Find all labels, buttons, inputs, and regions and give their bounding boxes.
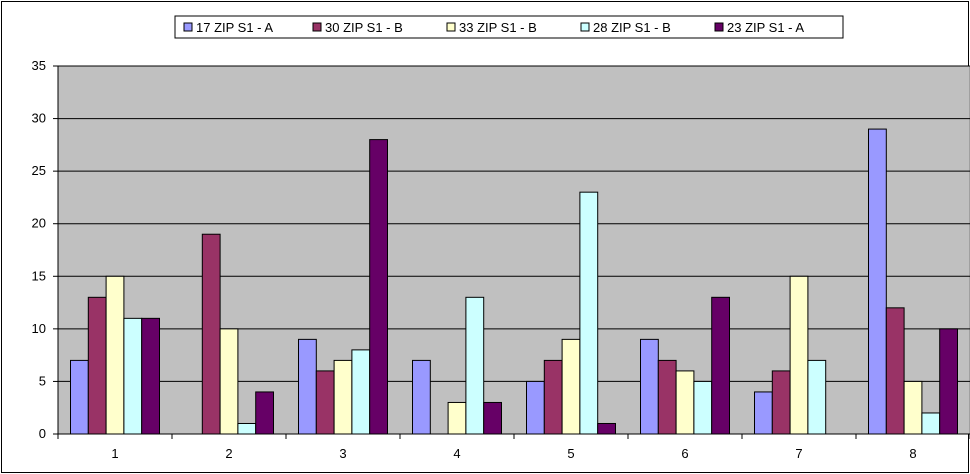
legend-swatch — [183, 22, 193, 32]
bar — [807, 359, 827, 435]
legend: 17 ZIP S1 - A 30 ZIP S1 - B 33 ZIP S1 - B 2… — [174, 15, 844, 39]
y-tick-label: 10 — [32, 321, 46, 336]
bar — [333, 359, 353, 435]
bar — [201, 233, 221, 435]
bar — [789, 275, 809, 435]
bar — [579, 191, 599, 435]
legend-label: 17 ZIP S1 - A — [196, 20, 273, 35]
bar — [141, 317, 160, 435]
y-tick-label: 20 — [32, 216, 46, 231]
y-tick-label: 5 — [39, 373, 46, 388]
x-tick-label: 7 — [795, 446, 802, 461]
y-tick-label: 25 — [32, 163, 46, 178]
bar — [675, 370, 695, 435]
bar — [939, 328, 959, 435]
bar — [640, 338, 659, 435]
bar — [903, 380, 923, 435]
legend-label: 23 ZIP S1 - A — [727, 20, 804, 35]
x-axis: 1 2 3 4 5 6 7 8 — [57, 433, 970, 461]
bars-group — [70, 128, 959, 435]
bar — [693, 380, 713, 435]
x-tick-label: 8 — [909, 446, 916, 461]
x-tick-label: 1 — [111, 446, 118, 461]
bar — [123, 317, 143, 435]
legend-label: 28 ZIP S1 - B — [593, 20, 671, 35]
bar — [298, 338, 317, 435]
y-tick-label: 30 — [32, 111, 46, 126]
x-tick-label: 5 — [567, 446, 574, 461]
bar — [351, 349, 371, 435]
bar — [465, 296, 485, 435]
bar — [561, 338, 581, 435]
legend-label: 30 ZIP S1 - B — [325, 20, 403, 35]
x-tick-label: 3 — [339, 446, 346, 461]
bar — [70, 359, 89, 435]
bar — [754, 391, 773, 435]
legend-swatch — [714, 22, 724, 32]
legend-box — [174, 15, 844, 39]
x-tick-label: 2 — [225, 446, 232, 461]
y-axis: 0 5 10 15 20 25 30 35 — [32, 58, 59, 441]
bar — [412, 359, 431, 435]
bar — [921, 412, 941, 435]
bar — [369, 139, 389, 435]
x-tick-label: 6 — [681, 446, 688, 461]
bar — [237, 422, 257, 435]
y-tick-label: 15 — [32, 268, 46, 283]
bar — [885, 307, 905, 435]
bar — [105, 275, 125, 435]
plot-area — [57, 65, 970, 435]
bar — [657, 359, 677, 435]
bar — [526, 380, 545, 435]
y-tick-label: 35 — [32, 58, 46, 73]
bar — [711, 296, 731, 435]
bar — [447, 401, 467, 435]
bar — [255, 391, 274, 435]
bar — [315, 370, 335, 435]
bar — [543, 359, 563, 435]
legend-label: 33 ZIP S1 - B — [459, 20, 537, 35]
bar — [868, 128, 887, 435]
legend-swatch — [446, 22, 456, 32]
legend-swatch — [312, 22, 322, 32]
x-tick-label: 4 — [453, 446, 460, 461]
y-tick-label: 0 — [39, 426, 46, 441]
bar — [483, 401, 503, 435]
bar — [87, 296, 107, 435]
bar — [219, 328, 239, 435]
bar — [597, 422, 617, 435]
legend-swatch — [580, 22, 590, 32]
bar — [771, 370, 791, 435]
